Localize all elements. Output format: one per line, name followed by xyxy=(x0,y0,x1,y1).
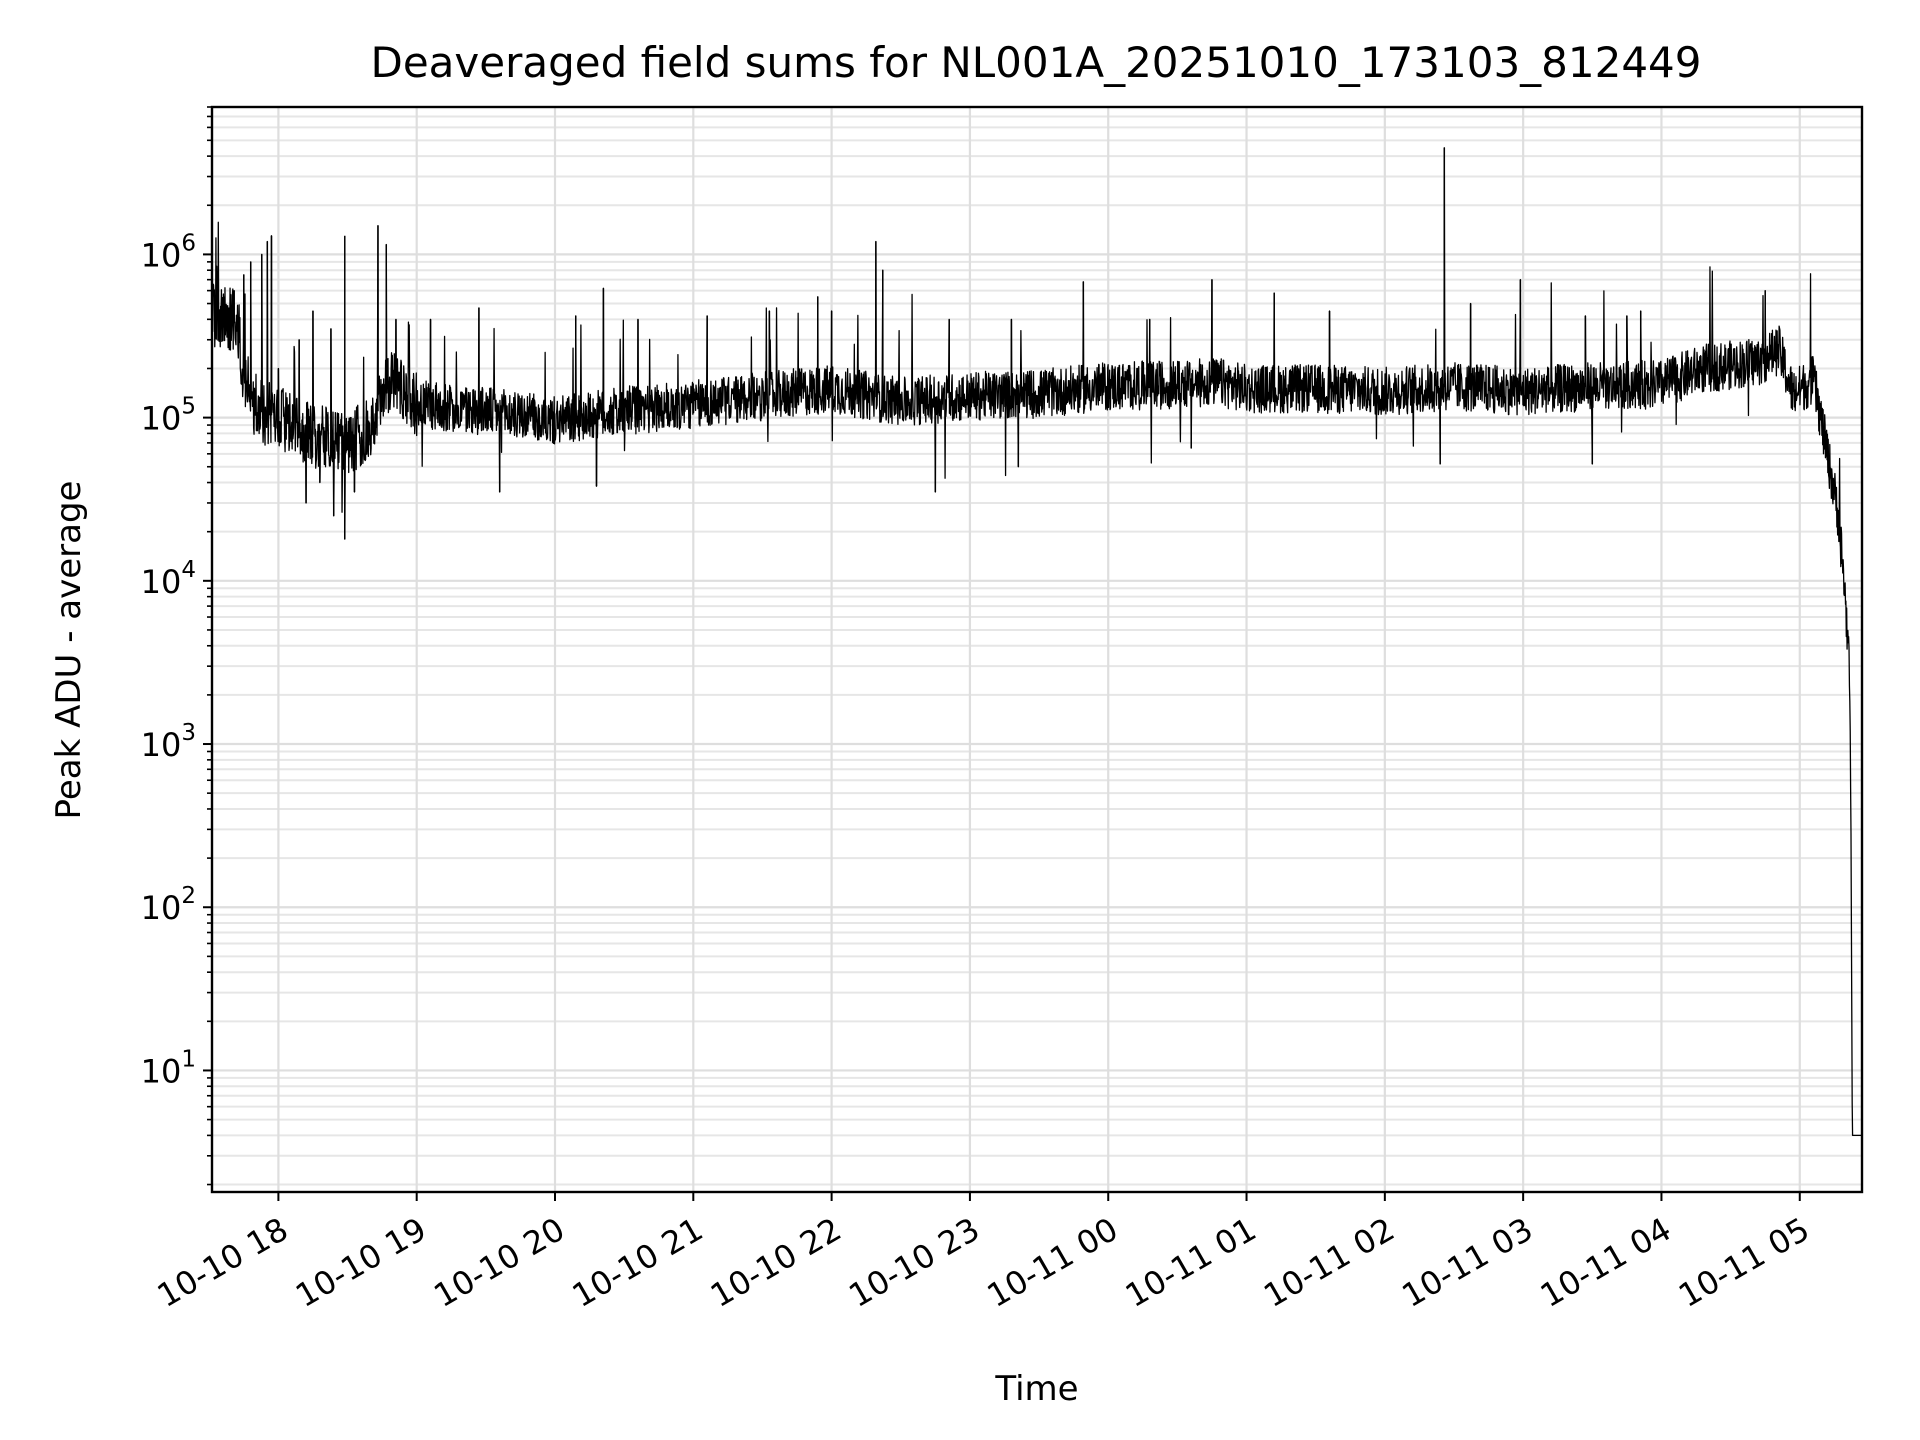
plot-frame xyxy=(210,105,1864,1194)
y-tick-label: 105 xyxy=(141,394,196,438)
x-tick-label: 10-10 20 xyxy=(427,1210,571,1315)
data-line xyxy=(211,147,1863,1137)
y-tick-label: 101 xyxy=(141,1046,196,1090)
x-tick-label: 10-11 04 xyxy=(1534,1210,1678,1315)
x-tick-label: 10-11 05 xyxy=(1672,1210,1816,1315)
data-line-group xyxy=(211,147,1863,1137)
y-tick-label: 104 xyxy=(141,557,196,601)
x-tick-label: 10-10 23 xyxy=(842,1210,986,1315)
grid xyxy=(212,106,1862,1192)
y-tick-label: 103 xyxy=(141,720,196,764)
x-tick-label: 10-11 00 xyxy=(981,1210,1125,1315)
y-tick-label: 106 xyxy=(141,230,196,274)
y-tick-label: 102 xyxy=(141,883,196,927)
x-axis-label: Time xyxy=(994,1369,1078,1409)
x-tick-label: 10-10 21 xyxy=(566,1210,710,1315)
y-axis-label: Peak ADU - average xyxy=(49,481,89,820)
x-tick-label: 10-10 18 xyxy=(151,1210,295,1315)
x-tick-label: 10-10 22 xyxy=(704,1210,848,1315)
x-tick-label: 10-11 03 xyxy=(1396,1210,1540,1315)
y-axis: 101 102 103 104 105 106 xyxy=(141,106,212,1186)
x-tick-label: 10-11 02 xyxy=(1257,1210,1401,1315)
x-tick-label: 10-10 19 xyxy=(289,1210,433,1315)
chart-title: Deaveraged field sums for NL001A_2025101… xyxy=(371,38,1702,87)
x-tick-label: 10-11 01 xyxy=(1119,1210,1263,1315)
